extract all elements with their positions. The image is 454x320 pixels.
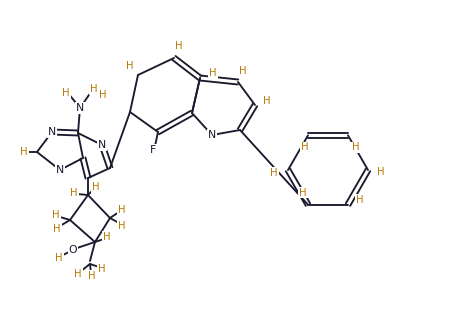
Text: H: H (92, 182, 100, 192)
Text: H: H (126, 61, 134, 71)
Text: H: H (377, 167, 385, 177)
Text: N: N (98, 140, 106, 150)
Text: H: H (90, 84, 98, 94)
Text: H: H (55, 253, 63, 263)
Text: H: H (263, 96, 271, 106)
Text: H: H (270, 168, 278, 178)
Text: H: H (239, 66, 247, 76)
Text: N: N (208, 130, 216, 140)
Text: H: H (98, 264, 106, 274)
Text: H: H (299, 188, 307, 198)
Text: H: H (99, 90, 107, 100)
Text: N: N (48, 127, 56, 137)
Text: F: F (150, 145, 156, 155)
Text: H: H (352, 142, 360, 152)
Text: O: O (69, 245, 77, 255)
Text: H: H (356, 195, 364, 205)
Text: N: N (56, 165, 64, 175)
Text: H: H (62, 88, 70, 98)
Text: H: H (103, 232, 111, 242)
Text: H: H (88, 271, 96, 281)
Text: H: H (301, 142, 309, 152)
Text: H: H (52, 210, 60, 220)
Text: H: H (74, 269, 82, 279)
Text: H: H (20, 147, 28, 157)
Text: H: H (118, 205, 126, 215)
Text: H: H (175, 41, 183, 51)
Text: H: H (53, 224, 61, 234)
Text: H: H (118, 221, 126, 231)
Text: N: N (76, 103, 84, 113)
Text: H: H (209, 68, 217, 78)
Text: H: H (70, 188, 78, 198)
